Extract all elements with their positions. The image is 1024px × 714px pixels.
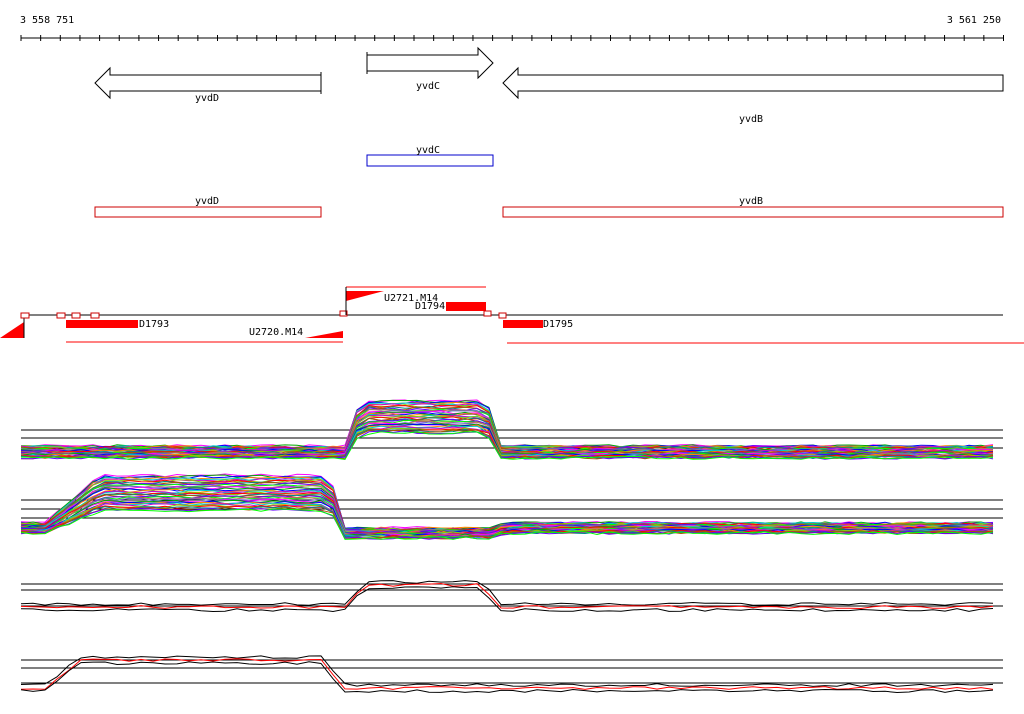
blue-label: yvdC <box>416 145 440 156</box>
trace <box>20 661 994 694</box>
trace <box>20 401 994 449</box>
gene-label: yvdD <box>195 93 219 104</box>
red-box <box>502 206 1004 218</box>
gene-arrow <box>94 66 322 100</box>
feature-label: D1794 <box>415 301 445 312</box>
trace <box>20 407 994 452</box>
feature-label: U2720.M14 <box>249 327 303 338</box>
trace <box>20 399 994 448</box>
trace <box>20 404 994 450</box>
gene-label: yvdB <box>739 114 763 125</box>
ruler-end: 3 561 250 <box>947 15 1001 26</box>
red-label: yvdB <box>739 196 763 207</box>
trace <box>20 582 994 610</box>
trace <box>20 507 994 540</box>
trace <box>20 586 994 613</box>
trace <box>20 655 994 687</box>
trace <box>20 401 994 449</box>
features <box>0 286 1024 344</box>
trace <box>20 580 994 606</box>
trace <box>20 431 994 460</box>
trace <box>20 406 994 451</box>
gene-label: yvdC <box>416 81 440 92</box>
trace <box>20 399 994 449</box>
trace <box>20 405 994 451</box>
red-box <box>94 206 322 218</box>
ruler-ticks <box>20 35 1004 41</box>
trace <box>20 508 994 540</box>
feature-label: U2721.M14 <box>384 293 438 304</box>
trace <box>20 404 994 451</box>
ruler-start: 3 558 751 <box>20 15 74 26</box>
expression-traces <box>20 399 1003 694</box>
gene-arrow <box>502 66 1004 100</box>
trace <box>20 402 994 450</box>
feature-label: D1795 <box>543 319 573 330</box>
feature-label: D1793 <box>139 319 169 330</box>
blue-box <box>366 154 494 167</box>
trace <box>20 403 994 450</box>
trace <box>20 658 994 690</box>
gene-arrow <box>366 46 494 80</box>
red-label: yvdD <box>195 196 219 207</box>
